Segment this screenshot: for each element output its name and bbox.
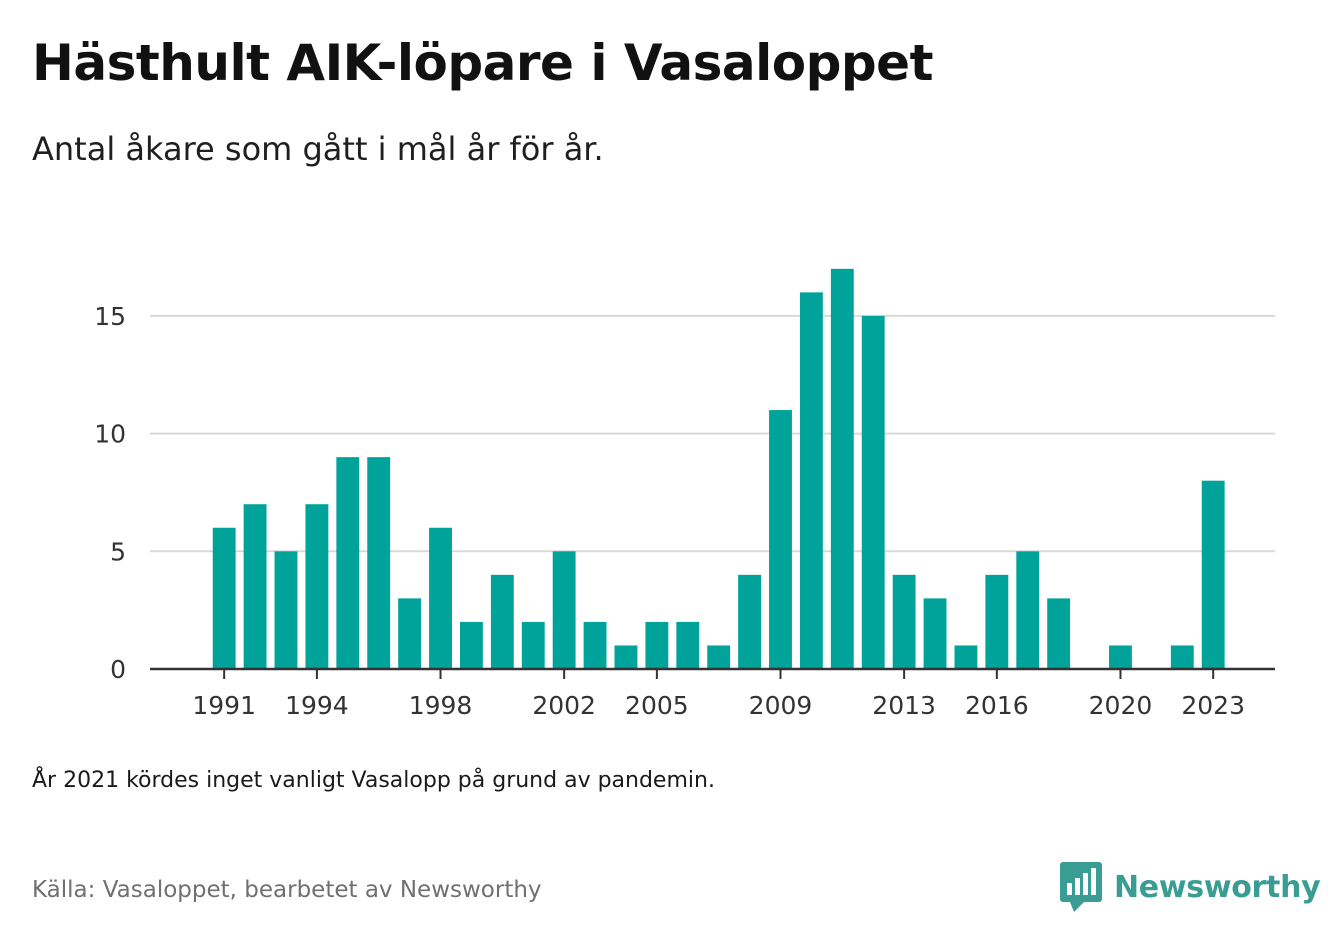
bar-2006	[676, 621, 700, 669]
bar-2008	[738, 574, 762, 669]
x-tick-label-1998: 1998	[409, 691, 473, 720]
bar-1991	[212, 527, 236, 669]
bar-2012	[861, 315, 885, 669]
y-tick-label-0: 0	[110, 655, 126, 684]
bars	[212, 268, 1225, 669]
x-tick-label-2002: 2002	[532, 691, 596, 720]
bar-1992	[243, 504, 267, 669]
chart-note: År 2021 kördes inget vanligt Vasalopp på…	[32, 768, 715, 793]
bar-2023	[1201, 480, 1225, 669]
bar-2018	[1047, 598, 1071, 669]
x-tick-label-1994: 1994	[285, 691, 349, 720]
chart-title: Hästhult AIK-löpare i Vasaloppet	[32, 34, 933, 92]
bar-2015	[954, 645, 978, 669]
bar-2003	[583, 621, 607, 669]
x-tick-label-2016: 2016	[965, 691, 1029, 720]
bar-2002	[552, 551, 576, 669]
x-tick-label-2023: 2023	[1181, 691, 1245, 720]
source-text: Källa: Vasaloppet, bearbetet av Newswort…	[32, 877, 542, 903]
bar-2007	[707, 645, 731, 669]
bar-1996	[367, 457, 391, 669]
bar-2013	[892, 574, 916, 669]
brand-logo: Newsworthy	[1060, 862, 1321, 912]
bar-1999	[459, 621, 483, 669]
bar-2014	[923, 598, 947, 669]
newsworthy-logo-icon	[1060, 862, 1102, 912]
x-tick-label-2020: 2020	[1089, 691, 1153, 720]
x-tick-label-2005: 2005	[625, 691, 689, 720]
bar-2004	[614, 645, 638, 669]
bar-1998	[429, 527, 452, 669]
bar-1993	[274, 551, 298, 669]
x-tick-label-2009: 2009	[749, 691, 813, 720]
bar-2017	[1016, 551, 1040, 669]
bar-1997	[398, 598, 422, 669]
bar-2000	[490, 574, 514, 669]
bar-2016	[985, 574, 1009, 669]
bar-2020	[1109, 645, 1132, 669]
bar-2005	[645, 621, 669, 669]
bar-1994	[305, 504, 329, 669]
bar-1995	[336, 457, 360, 669]
axes: 0 5 10 15 1991 1994 1998 2002 2005 2009 2013 2016 20…	[94, 302, 1275, 720]
y-tick-label-10: 10	[94, 420, 126, 449]
bar-2022	[1170, 645, 1194, 669]
y-tick-label-15: 15	[94, 302, 126, 331]
chart-subtitle: Antal åkare som gått i mål år för år.	[32, 130, 604, 168]
bar-2010	[799, 292, 823, 669]
brand-name: Newsworthy	[1114, 869, 1321, 905]
x-tick-label-1991: 1991	[192, 691, 256, 720]
bar-2009	[769, 410, 792, 669]
bar-2011	[830, 268, 854, 669]
bar-2001	[521, 621, 545, 669]
x-tick-label-2013: 2013	[872, 691, 936, 720]
y-tick-label-5: 5	[110, 537, 126, 566]
